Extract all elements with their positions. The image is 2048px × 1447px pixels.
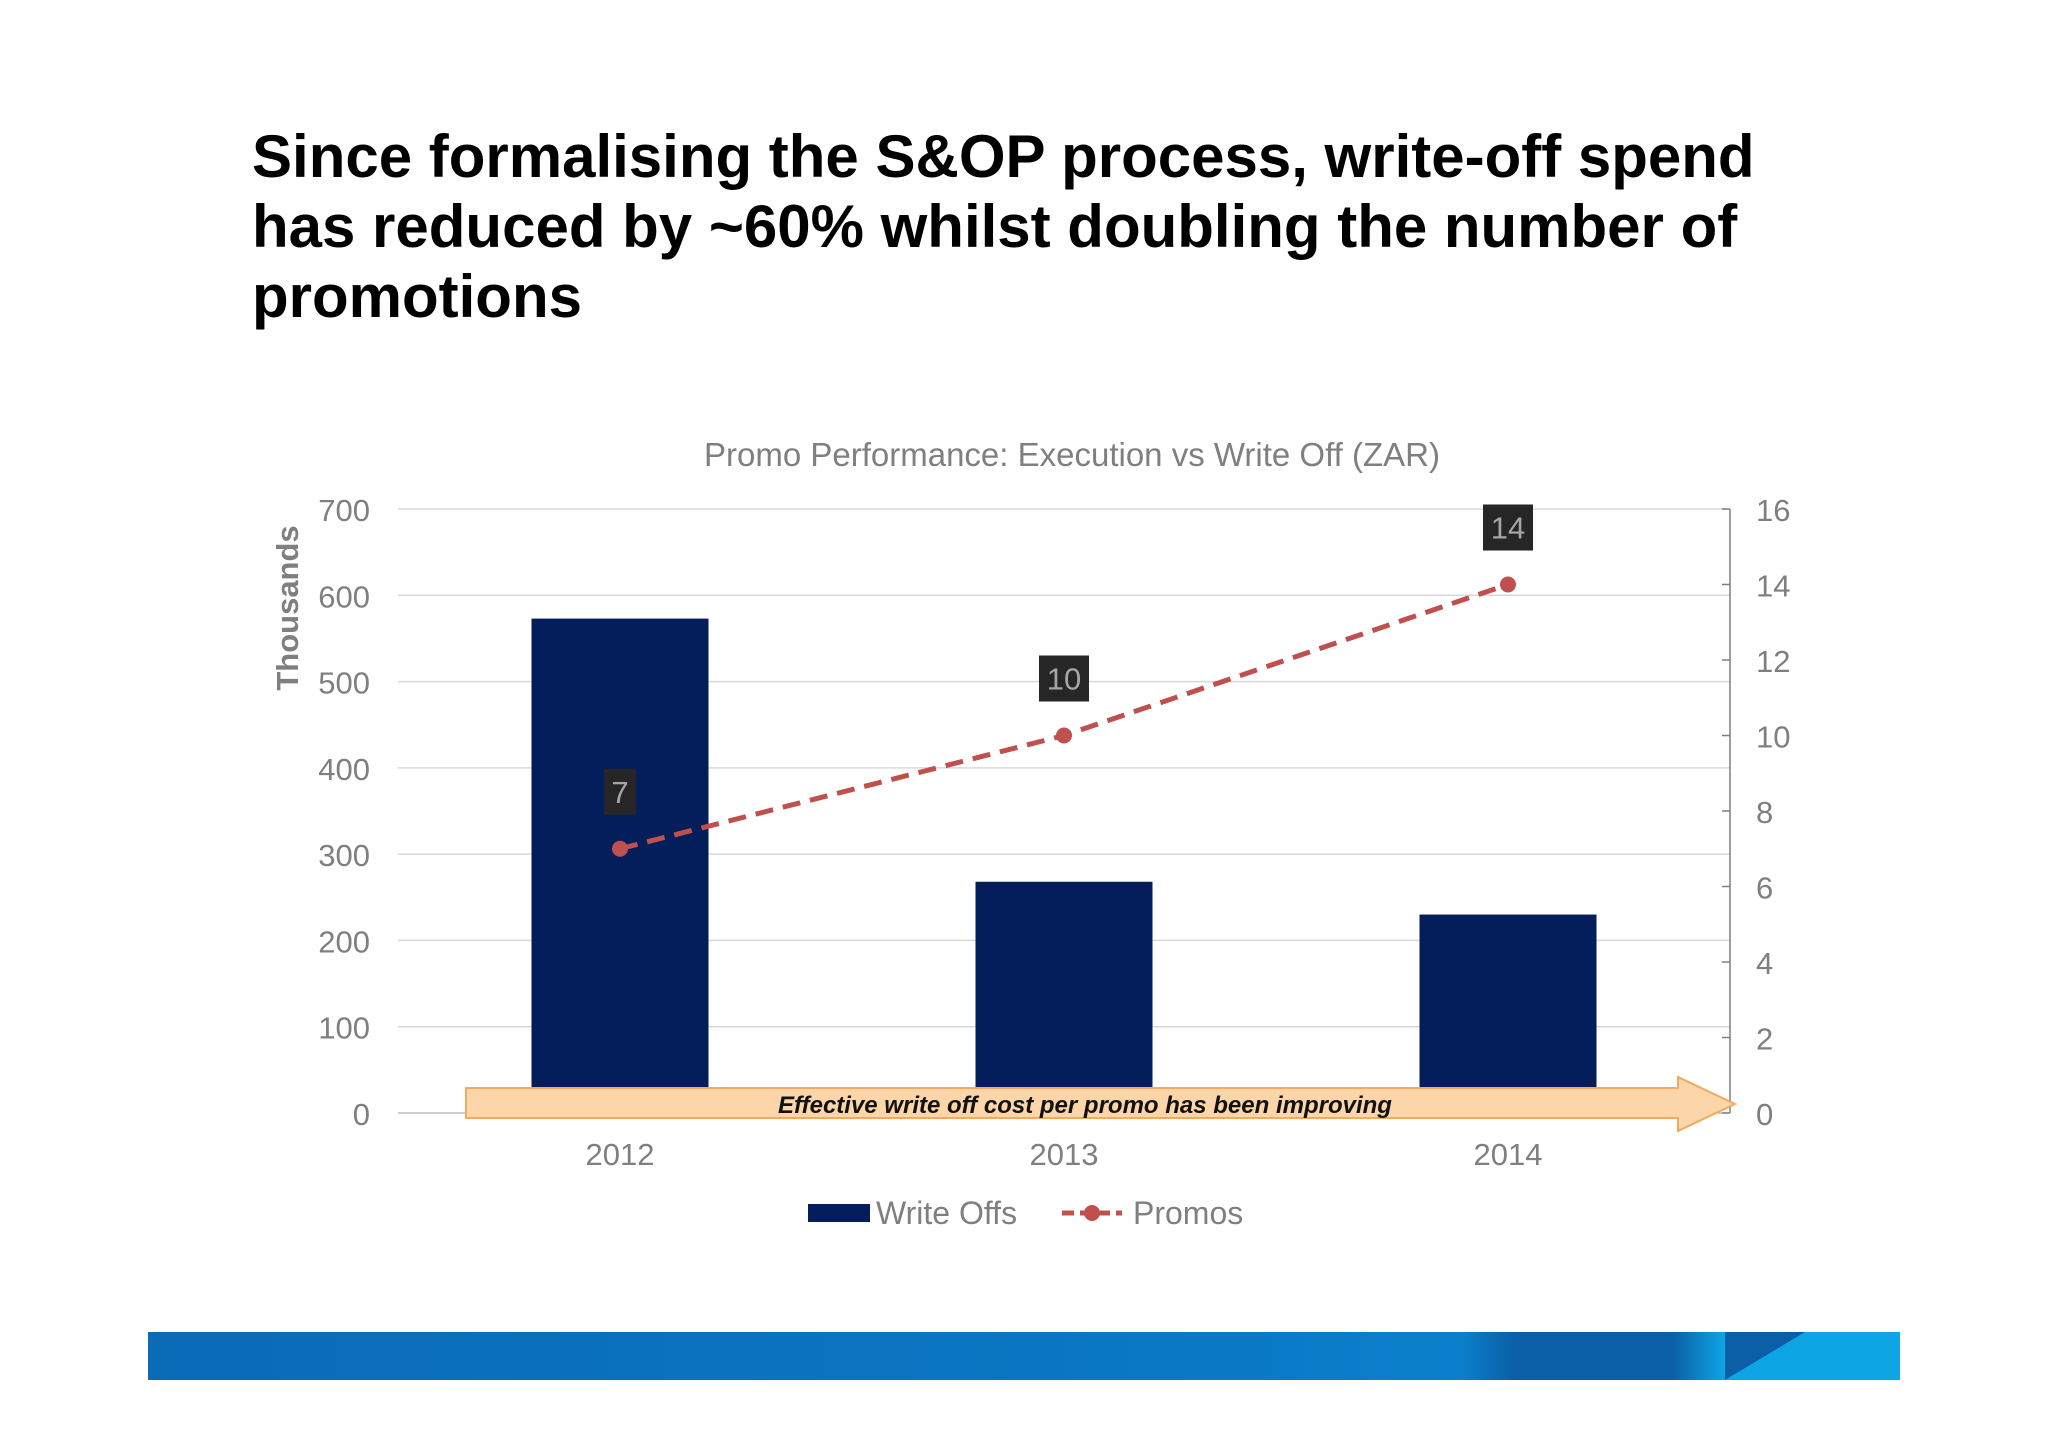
y-axis-tick-label: 600 (318, 579, 370, 614)
y-axis-tick-label: 400 (318, 752, 370, 787)
legend-swatch-write-offs (808, 1204, 870, 1222)
slide-title-line: promotions (252, 263, 582, 330)
y-axis-tick-label: 0 (353, 1097, 370, 1132)
slide-title-line: has reduced by ~60% whilst doubling the … (252, 193, 1738, 260)
legend-label-write-offs: Write Offs (876, 1195, 1017, 1231)
y-axis-tick-label: 100 (318, 1011, 370, 1046)
data-label-promos: 14 (1491, 511, 1525, 546)
annotation-text: Effective write off cost per promo has b… (778, 1092, 1392, 1119)
chart-title: Promo Performance: Execution vs Write Of… (704, 436, 1440, 473)
bar-write-offs (531, 618, 709, 1113)
point-promos (1056, 727, 1072, 744)
y2-axis-tick-label: 0 (1756, 1097, 1773, 1132)
data-label-promos: 7 (611, 775, 628, 810)
slide-title-line: Since formalising the S&OP process, writ… (252, 123, 1755, 190)
data-label-bg (604, 768, 636, 815)
legend-label-promos: Promos (1133, 1195, 1243, 1231)
bar-write-offs (1419, 914, 1597, 1113)
y2-axis-tick-label: 14 (1756, 569, 1790, 604)
footer-band-accent (1725, 1332, 1805, 1380)
line-promos (619, 582, 1509, 852)
x-axis-tick-label: 2012 (586, 1137, 655, 1172)
y2-axis-tick-label: 10 (1756, 720, 1790, 755)
y-axis-tick-label: 700 (318, 493, 370, 528)
y-axis-tick-label: 500 (318, 666, 370, 701)
legend-marker-promos (1084, 1205, 1100, 1221)
footer-band (148, 1332, 1900, 1380)
data-label-bg (1483, 504, 1533, 551)
y2-axis-tick-label: 12 (1756, 644, 1790, 679)
data-label-bg (1039, 655, 1089, 702)
point-promos (1500, 576, 1516, 593)
y2-axis-tick-label: 2 (1756, 1022, 1773, 1057)
y-axis-label: Thousands (270, 525, 305, 690)
bar-write-offs (975, 881, 1153, 1113)
annotation-arrow (465, 1075, 1738, 1133)
slide-title: Since formalising the S&OP process, writ… (252, 122, 1812, 332)
data-label-promos: 10 (1047, 662, 1081, 697)
y-axis-tick-label: 200 (318, 924, 370, 959)
y2-axis-tick-label: 8 (1756, 795, 1773, 830)
y-axis-tick-label: 300 (318, 838, 370, 873)
x-axis-tick-label: 2013 (1030, 1137, 1099, 1172)
x-axis-tick-label: 2014 (1474, 1137, 1543, 1172)
y2-axis-tick-label: 16 (1756, 493, 1790, 528)
point-promos (612, 840, 628, 857)
y2-axis-tick-label: 6 (1756, 871, 1773, 906)
y2-axis-tick-label: 4 (1756, 946, 1773, 981)
